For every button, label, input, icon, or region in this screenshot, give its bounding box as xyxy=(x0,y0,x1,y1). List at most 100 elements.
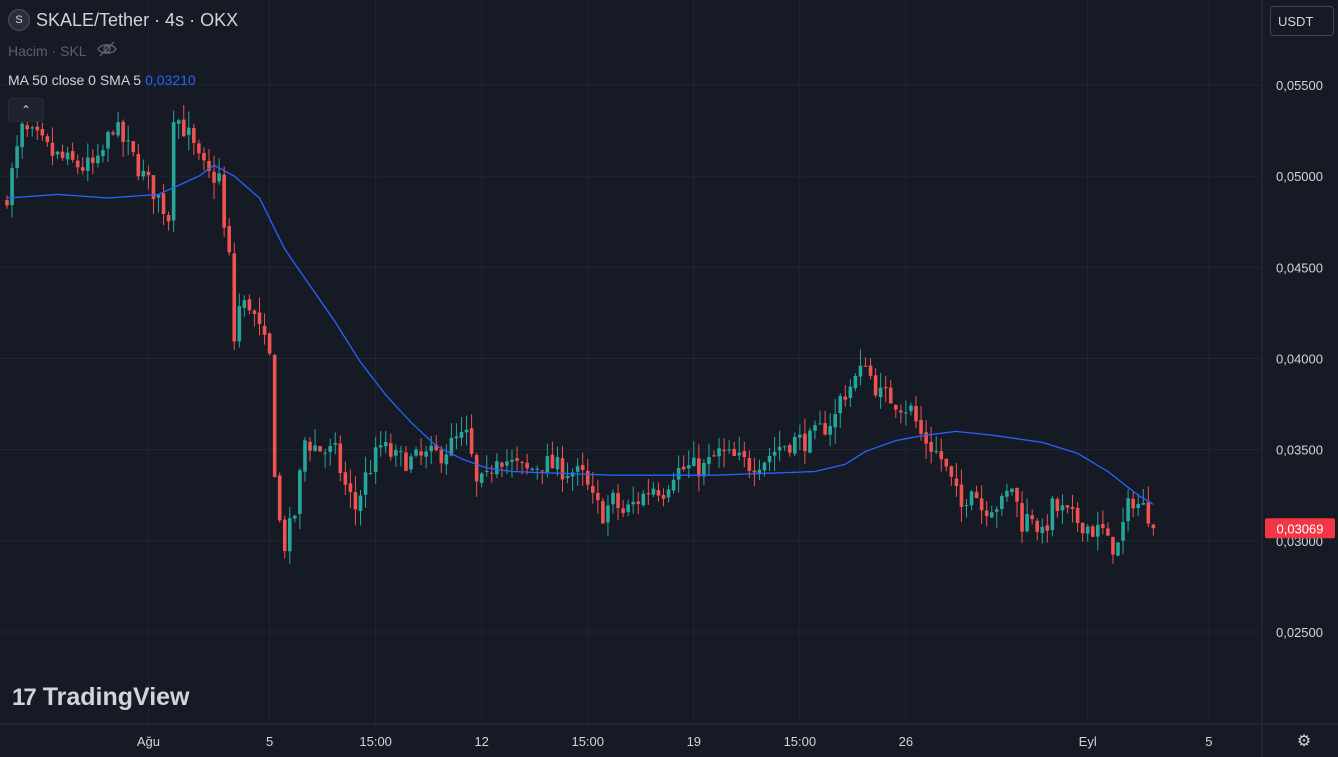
ma-value: 0,03210 xyxy=(145,72,196,88)
candle-body xyxy=(757,469,762,474)
candle-body xyxy=(894,405,898,410)
y-tick-label: 0,05000 xyxy=(1276,169,1323,184)
candle-body xyxy=(1065,505,1070,508)
candle-body xyxy=(939,451,944,460)
candle-body xyxy=(899,410,903,413)
candle-body xyxy=(767,456,772,463)
candle-body xyxy=(793,436,797,454)
candle-body xyxy=(964,504,969,507)
candle-body xyxy=(333,443,338,445)
candle-body xyxy=(1040,526,1045,534)
candle-body xyxy=(828,426,832,435)
candle-body xyxy=(530,468,534,470)
candle-body xyxy=(969,491,974,506)
candle-body xyxy=(192,127,196,144)
candle-body xyxy=(727,449,731,451)
candle-body xyxy=(1005,490,1009,497)
candle-body xyxy=(106,132,110,149)
candle-body xyxy=(843,396,848,400)
candle-body xyxy=(510,459,514,462)
candle-body xyxy=(262,325,267,335)
candle-body xyxy=(848,386,853,398)
candle-body xyxy=(247,299,252,311)
candle-body xyxy=(626,504,630,513)
candle-body xyxy=(1055,499,1060,512)
candle-body xyxy=(621,508,625,514)
candle-body xyxy=(358,495,363,511)
ma-label: MA 50 close 0 SMA 5 xyxy=(8,72,142,88)
x-tick-label: 15:00 xyxy=(571,734,604,749)
symbol-title[interactable]: SKALE/Tether · 4s · OKX xyxy=(36,9,239,30)
candle-body xyxy=(909,405,913,412)
candle-body xyxy=(717,448,721,457)
candle-body xyxy=(798,434,802,438)
ma-line xyxy=(6,164,1154,505)
candle-body xyxy=(35,126,40,131)
candle-body xyxy=(404,452,408,471)
volume-legend: Hacim · SKL xyxy=(8,41,117,60)
candle-body xyxy=(181,119,186,137)
candle-body xyxy=(80,167,85,171)
grid xyxy=(0,0,1262,724)
settings-gear-icon[interactable]: ⚙ xyxy=(1296,733,1312,750)
candle-body xyxy=(20,123,24,148)
price-axis[interactable]: 0,05500 0,05000 0,04500 0,04000 0,03500 0,030… xyxy=(1276,78,1323,640)
time-axis[interactable]: Ağu 5 15:00 12 15:00 19 15:00 26 Eyl 5 xyxy=(137,734,1213,749)
candle-body xyxy=(580,465,585,471)
candle-body xyxy=(1096,524,1100,537)
candle-body xyxy=(1131,498,1135,509)
candle-body xyxy=(1035,520,1039,532)
currency-button[interactable]: USDT xyxy=(1270,6,1334,36)
candle-body xyxy=(1136,504,1140,509)
candle-body xyxy=(924,432,928,444)
candle-body xyxy=(187,127,191,135)
candle-body xyxy=(252,310,257,314)
eye-off-icon[interactable] xyxy=(96,41,117,60)
candle-body xyxy=(50,142,55,156)
candle-body xyxy=(484,471,489,473)
candle-body xyxy=(373,447,378,472)
candle-body xyxy=(712,455,716,457)
candle-body xyxy=(919,419,923,434)
candle-body xyxy=(888,387,893,404)
candle-body xyxy=(1060,505,1065,511)
candle-body xyxy=(500,462,504,467)
candle-body xyxy=(692,457,696,466)
candle-body xyxy=(121,121,125,142)
candle-body xyxy=(787,445,792,453)
candle-body xyxy=(394,450,398,456)
candle-body xyxy=(429,445,433,452)
candle-body xyxy=(742,451,747,458)
volume-label: Hacim · SKL xyxy=(8,42,87,59)
candle-body xyxy=(575,466,580,472)
candle-body xyxy=(873,375,878,396)
candle-body xyxy=(151,175,156,200)
candle-body xyxy=(702,463,706,477)
candle-body xyxy=(722,449,726,452)
candle-body xyxy=(70,151,75,160)
candle-body xyxy=(641,493,646,506)
last-price-text: 0,03069 xyxy=(1277,521,1324,536)
candle-body xyxy=(697,458,701,477)
y-tick-label: 0,04500 xyxy=(1276,260,1323,275)
ma-legend[interactable]: MA 50 close 0 SMA 5 0,03210 xyxy=(8,72,196,88)
candle-body xyxy=(1116,542,1120,556)
chart-header: S SKALE/Tether · 4s · OKX xyxy=(8,9,238,31)
candle-body xyxy=(197,143,201,154)
candle-body xyxy=(389,443,393,457)
candle-body xyxy=(479,473,484,483)
collapse-legend-button[interactable]: ⌃ xyxy=(8,98,44,122)
candle-body xyxy=(681,466,686,470)
candle-body xyxy=(1025,514,1029,532)
candle-body xyxy=(368,473,373,475)
candle-body xyxy=(439,449,444,464)
chevron-up-icon: ⌃ xyxy=(20,103,32,117)
candle-body xyxy=(1010,488,1014,492)
candle-body xyxy=(914,405,918,422)
candle-body xyxy=(212,171,216,183)
candle-body xyxy=(267,333,272,354)
candle-body xyxy=(298,470,302,515)
candle-body xyxy=(378,445,383,448)
